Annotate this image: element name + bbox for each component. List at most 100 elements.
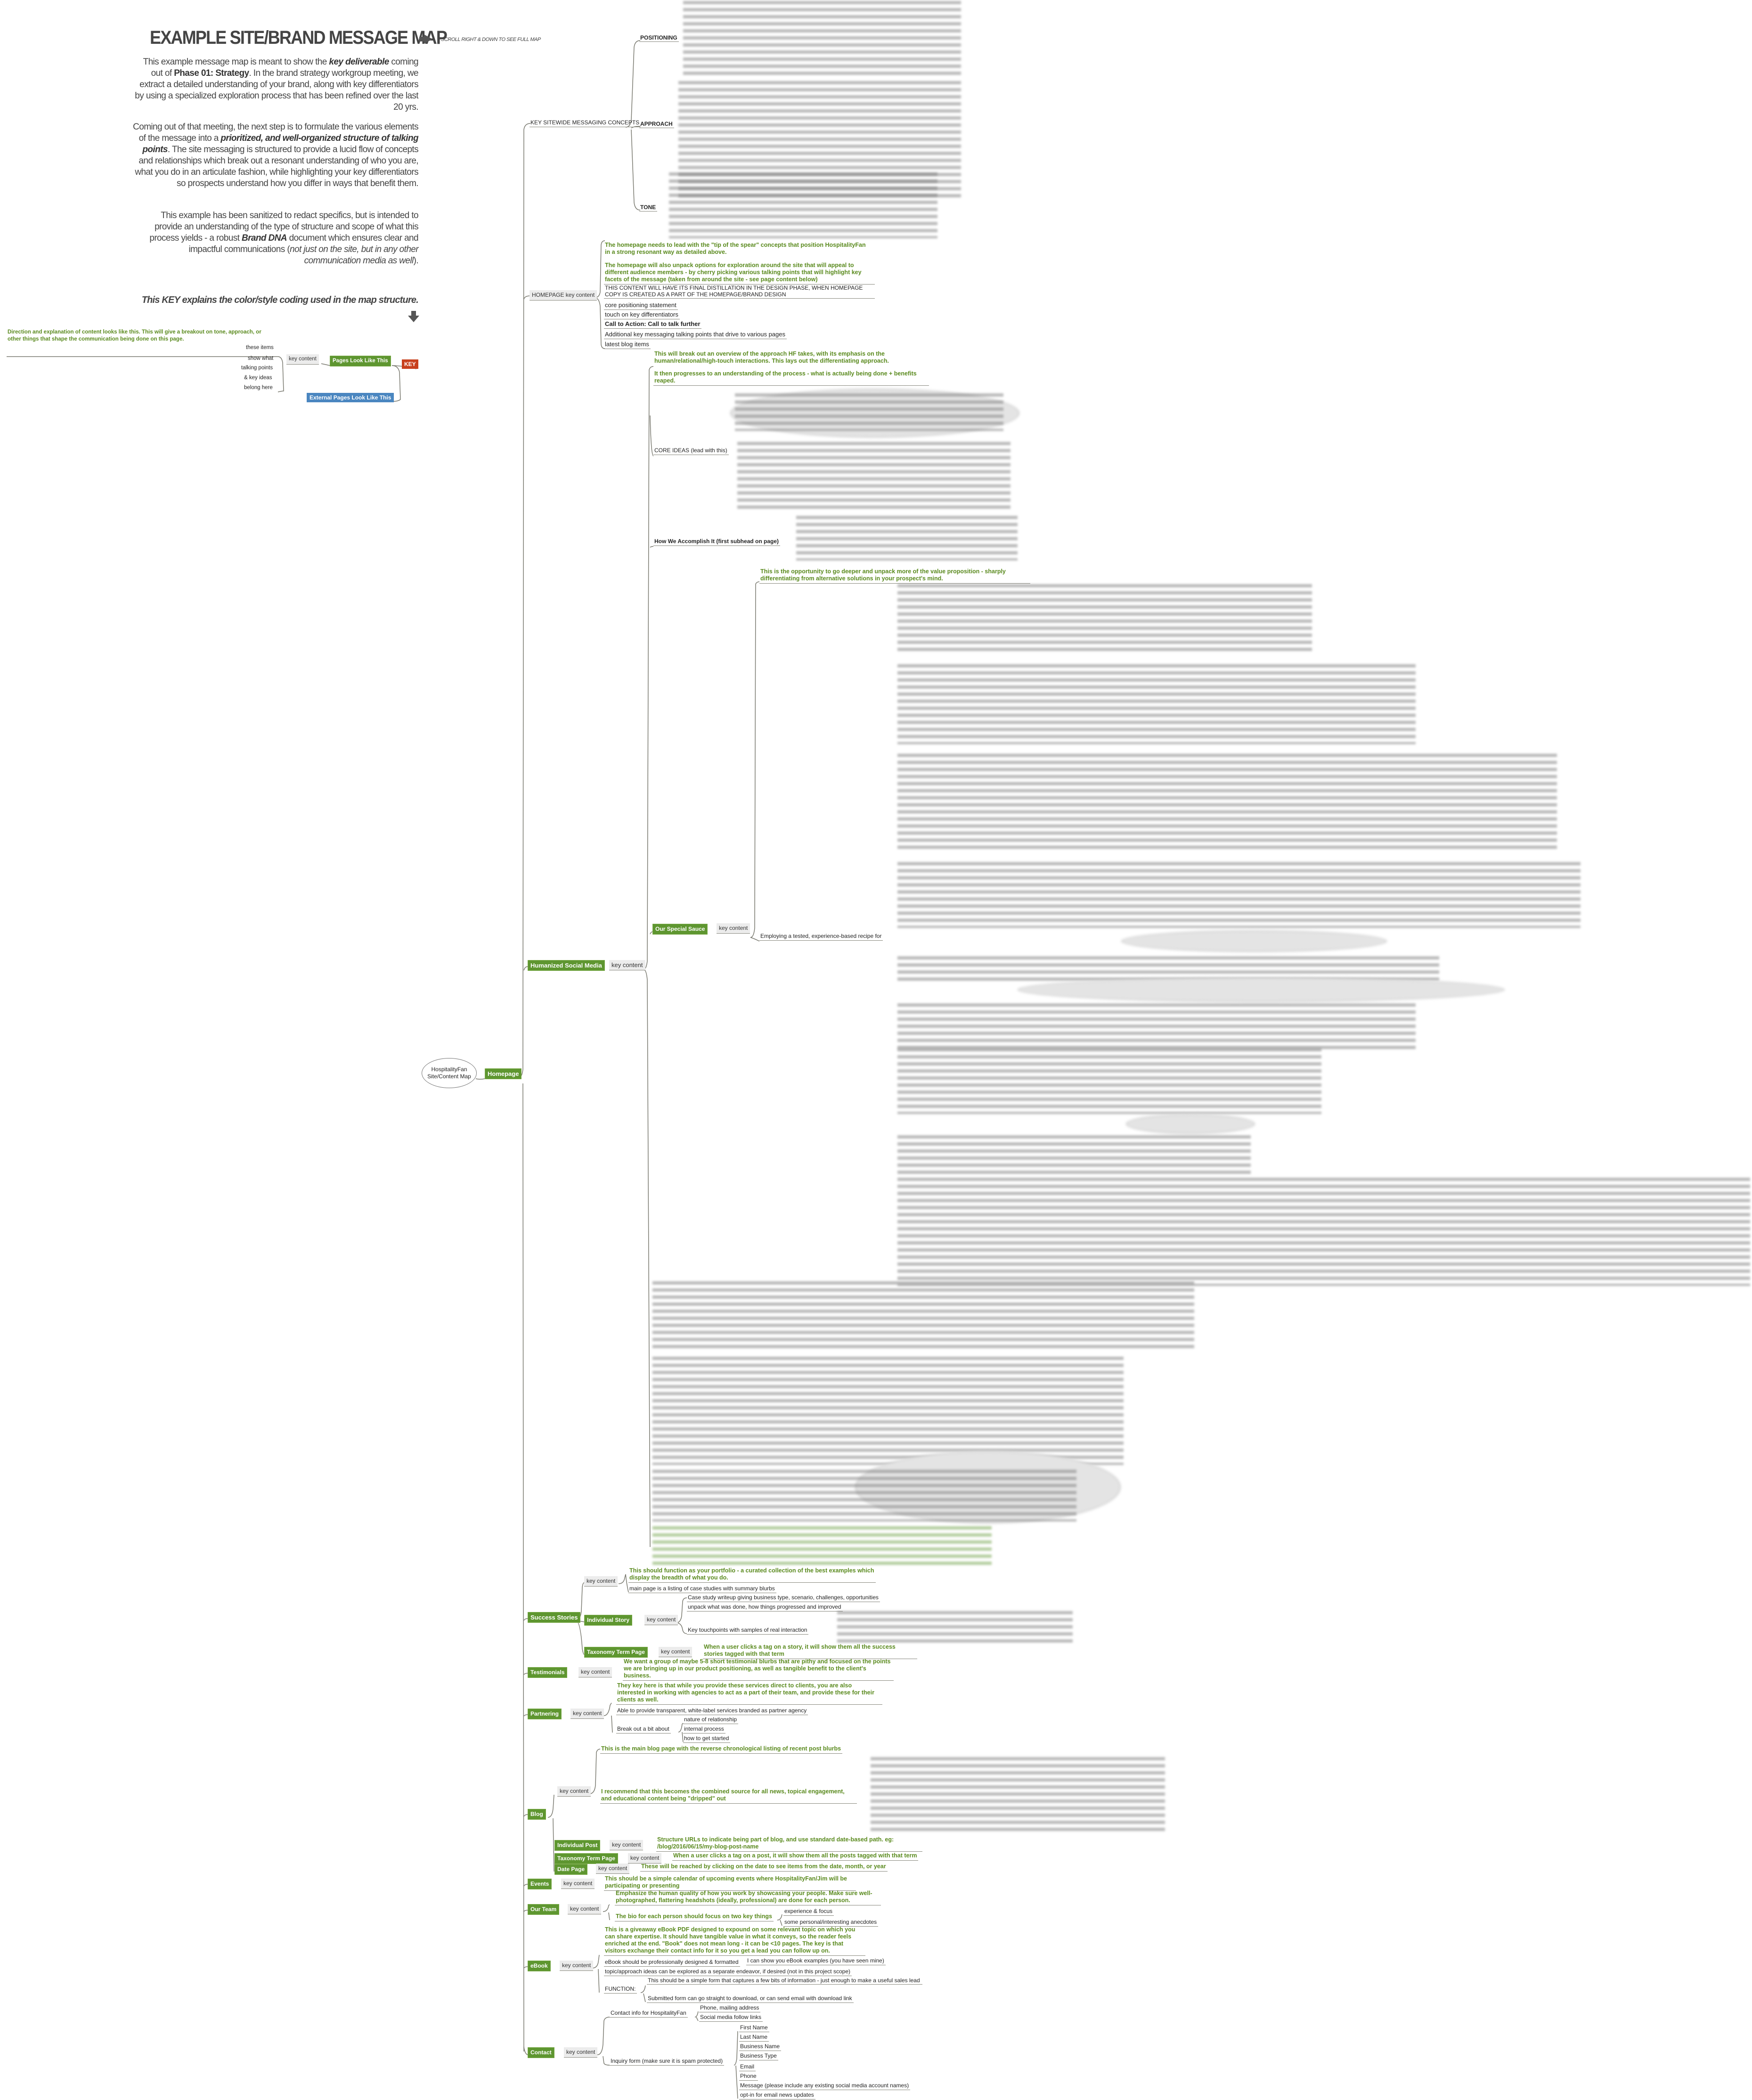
intro-paragraph-3: This example has been sanitized to redac… bbox=[149, 211, 418, 266]
page-title: EXAMPLE SITE/BRAND MESSAGE MAP bbox=[150, 27, 448, 48]
redacted-text bbox=[652, 1470, 1076, 1522]
direction-text: The homepage needs to lead with the "tip… bbox=[605, 242, 866, 255]
central-node[interactable]: HospitalityFan Site/Content Map bbox=[422, 1058, 477, 1088]
direction-text: I recommend that this becomes the combin… bbox=[600, 1788, 857, 1804]
redacted-text bbox=[652, 1281, 1194, 1352]
tone-heading[interactable]: TONE bbox=[639, 204, 658, 212]
positioning-heading[interactable]: POSITIONING bbox=[639, 34, 679, 42]
node-humanized-social-media[interactable]: Humanized Social Media bbox=[528, 960, 605, 971]
intro-paragraph-1: This example message map is meant to sho… bbox=[135, 57, 418, 112]
direction-text: This is the main blog page with the reve… bbox=[600, 1745, 843, 1754]
direction-text: This is the opportunity to go deeper and… bbox=[759, 568, 1030, 584]
node-date-page[interactable]: Date Page bbox=[554, 1864, 588, 1875]
key-item: these items bbox=[246, 345, 274, 350]
key-content-label: key content bbox=[584, 1576, 618, 1587]
key-item: & key ideas bbox=[244, 375, 272, 381]
key-content-label: key content bbox=[717, 923, 750, 934]
redacted-text bbox=[683, 1, 961, 76]
redacted-text bbox=[897, 584, 1312, 655]
node-ebook[interactable]: eBook bbox=[528, 1961, 551, 1971]
redacted-text bbox=[669, 172, 937, 238]
content-item: FUNCTION: bbox=[604, 1985, 637, 1994]
key-content-label: key content bbox=[568, 1904, 602, 1914]
form-field: First Name bbox=[739, 2024, 769, 2032]
direction-text: This should be a simple calendar of upco… bbox=[604, 1875, 856, 1891]
sitewide-concepts[interactable]: KEY SITEWIDE MESSAGING CONCEPTS bbox=[530, 119, 641, 127]
node-testimonials[interactable]: Testimonials bbox=[528, 1667, 568, 1678]
direction-text: Emphasize the human quality of how you w… bbox=[615, 1890, 881, 1905]
redacted-cloud bbox=[1018, 977, 1505, 1002]
content-item: THIS CONTENT WILL HAVE ITS FINAL DISTILL… bbox=[604, 285, 875, 299]
node-contact[interactable]: Contact bbox=[528, 2047, 554, 2058]
node-homepage[interactable]: Homepage bbox=[485, 1068, 522, 1079]
content-item: how to get started bbox=[683, 1734, 731, 1743]
direction-text: We want a group of maybe 5-8 short testi… bbox=[623, 1658, 894, 1681]
content-item: I can show you eBook examples (you have … bbox=[746, 1957, 886, 1965]
node-blog[interactable]: Blog bbox=[528, 1809, 546, 1820]
arrow-right-icon bbox=[419, 34, 432, 44]
homepage-key-content[interactable]: HOMEPAGE key content bbox=[530, 290, 597, 301]
how-we-accomplish-heading[interactable]: How We Accomplish It (first subhead on p… bbox=[653, 537, 781, 546]
node-our-special-sauce[interactable]: Our Special Sauce bbox=[652, 924, 708, 935]
redacted-text bbox=[737, 442, 1010, 513]
content-item: experience & focus bbox=[783, 1907, 834, 1916]
key-content-label: key content bbox=[609, 960, 645, 970]
node-our-team[interactable]: Our Team bbox=[528, 1904, 560, 1915]
form-field: Phone bbox=[739, 2072, 758, 2081]
redacted-text bbox=[652, 1357, 1124, 1465]
redacted-text bbox=[897, 862, 1581, 928]
key-item: belong here bbox=[244, 385, 273, 391]
direction-text: This will break out an overview of the a… bbox=[654, 350, 889, 364]
content-item: topic/approach ideas can be explored as … bbox=[604, 1968, 852, 1976]
redacted-text bbox=[897, 1135, 1251, 1178]
redacted-text bbox=[652, 1526, 992, 1569]
content-item: core positioning statement bbox=[604, 301, 678, 310]
direction-text: These will be reached by clicking on the… bbox=[640, 1863, 888, 1872]
content-item: touch on key differentiators bbox=[604, 311, 680, 319]
redacted-text bbox=[897, 1048, 1321, 1114]
node-blog-taxonomy-term-page[interactable]: Taxonomy Term Page bbox=[554, 1853, 618, 1864]
direction-text: The bio for each person should focus on … bbox=[615, 1913, 774, 1921]
content-item: internal process bbox=[683, 1725, 725, 1734]
content-item: Employing a tested, experience-based rec… bbox=[759, 932, 883, 941]
scroll-hint: SCROLL RIGHT & DOWN TO SEE FULL MAP bbox=[441, 37, 541, 42]
core-ideas-heading[interactable]: CORE IDEAS (lead with this) bbox=[653, 447, 729, 455]
node-success-stories[interactable]: Success Stories bbox=[528, 1612, 581, 1623]
redacted-text bbox=[871, 1757, 1165, 1835]
redacted-text bbox=[837, 1611, 1073, 1643]
content-item: unpack what was done, how things progres… bbox=[687, 1603, 843, 1612]
form-field: Last Name bbox=[739, 2033, 769, 2042]
content-item: Key touchpoints with samples of real int… bbox=[687, 1626, 809, 1635]
direction-text: This is a giveaway eBook PDF designed to… bbox=[604, 1926, 865, 1956]
content-item: Case study writeup giving business type,… bbox=[687, 1594, 880, 1602]
redacted-cloud bbox=[1121, 930, 1387, 952]
node-individual-story[interactable]: Individual Story bbox=[584, 1615, 633, 1626]
content-item: This should be a simple form that captur… bbox=[647, 1977, 922, 1985]
content-item: nature of relationship bbox=[683, 1716, 739, 1724]
key-note: This KEY explains the color/style coding… bbox=[141, 295, 419, 305]
form-field: Business Name bbox=[739, 2043, 782, 2051]
key-content-label: key content bbox=[557, 1786, 591, 1797]
key-content-label: key content bbox=[610, 1840, 644, 1850]
node-individual-post[interactable]: Individual Post bbox=[554, 1840, 601, 1851]
key-content-label: key content bbox=[286, 354, 319, 365]
approach-heading[interactable]: APPROACH bbox=[639, 121, 674, 128]
node-partnering[interactable]: Partnering bbox=[528, 1709, 562, 1719]
content-item: Contact info for HospitalityFan bbox=[610, 2009, 688, 2018]
direction-text: They key here is that while you provide … bbox=[616, 1682, 882, 1705]
key-badge: KEY bbox=[402, 359, 418, 369]
redacted-text bbox=[897, 1003, 1416, 1050]
key-content-label: key content bbox=[561, 1879, 595, 1889]
node-success-taxonomy-term-page[interactable]: Taxonomy Term Page bbox=[584, 1647, 648, 1658]
arrow-down-icon bbox=[408, 311, 419, 322]
key-item: show what bbox=[248, 356, 274, 361]
direction-text: It then progresses to an understanding o… bbox=[653, 370, 929, 386]
key-content-label: key content bbox=[628, 1853, 662, 1864]
direction-text: The homepage will also unpack options fo… bbox=[604, 262, 875, 285]
form-field: Message (please include any existing soc… bbox=[739, 2082, 911, 2090]
redacted-text bbox=[897, 754, 1557, 853]
node-events[interactable]: Events bbox=[528, 1879, 552, 1889]
content-item: Inquiry form (make sure it is spam prote… bbox=[610, 2057, 725, 2066]
direction-text: When a user clicks a tag on a story, it … bbox=[703, 1644, 917, 1659]
content-item: main page is a listing of case studies w… bbox=[628, 1585, 776, 1593]
